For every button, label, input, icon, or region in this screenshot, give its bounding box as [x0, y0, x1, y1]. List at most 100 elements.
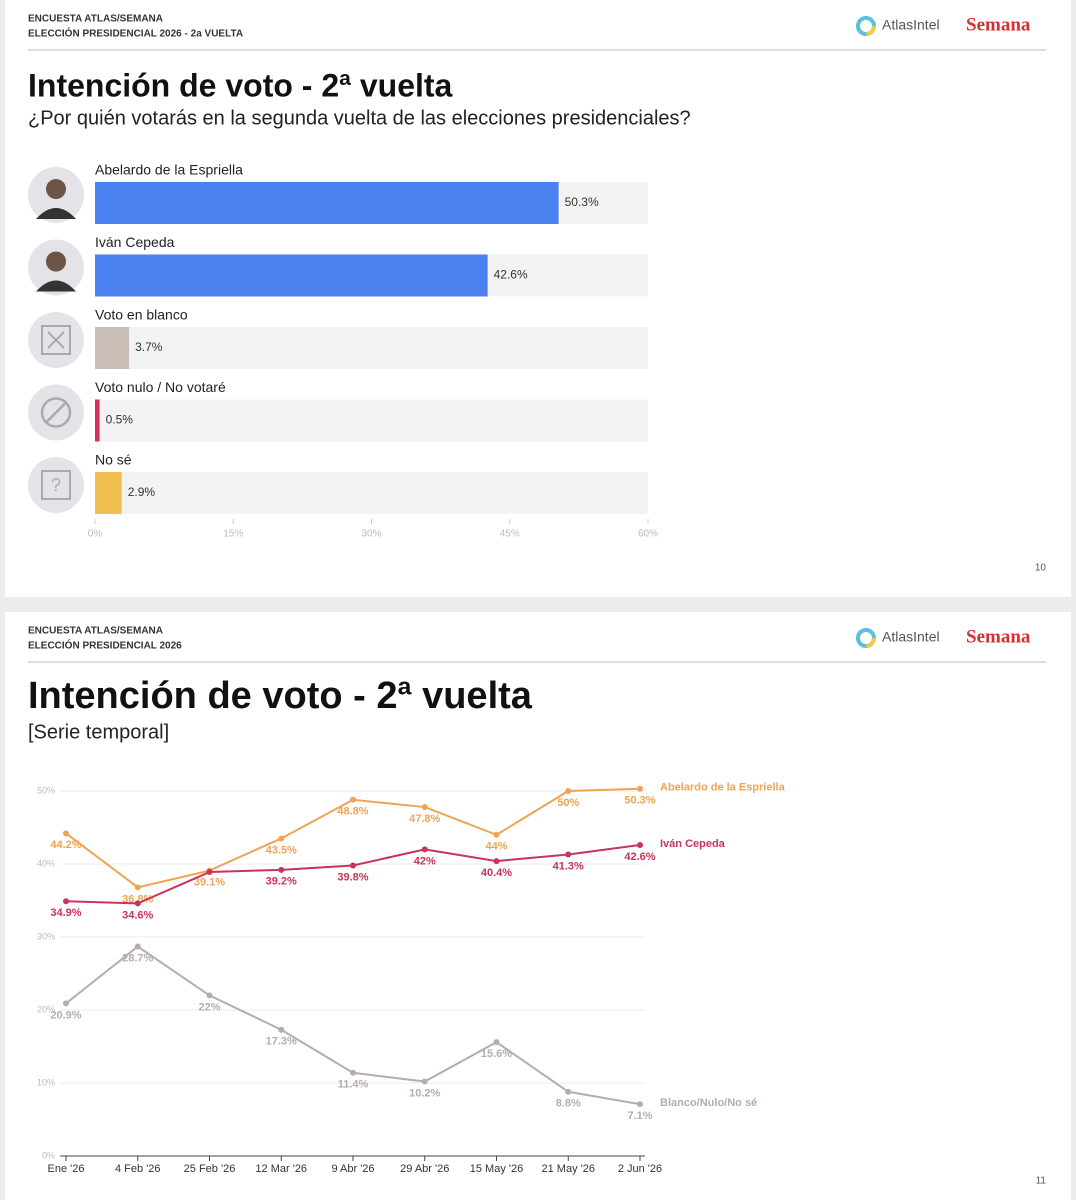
y-tick-label: 0%: [42, 1150, 55, 1160]
category-label: Voto nulo / No votaré: [95, 379, 226, 395]
bar: [95, 254, 488, 297]
point: [206, 869, 213, 876]
chart-subtitle: ¿Por quién votarás en la segunda vuelta …: [28, 107, 691, 129]
point: [350, 796, 356, 803]
avatar-body: [36, 208, 76, 219]
icon: [45, 401, 67, 424]
y-tick-label: 20%: [37, 1004, 55, 1014]
x-tick-label: 15 May '26: [470, 1163, 523, 1175]
logo-icon: [856, 16, 876, 36]
point: [493, 831, 500, 838]
value-label: 39.1%: [194, 876, 225, 888]
value-label: 2.9%: [128, 485, 156, 499]
value-label: 28.7%: [122, 952, 153, 964]
point: [565, 851, 572, 858]
point: [350, 862, 356, 869]
value-label: 41.3%: [553, 860, 584, 872]
value-label: 17.3%: [266, 1036, 297, 1048]
icon: [40, 397, 72, 428]
slide: [5, 612, 1071, 1200]
point: [63, 830, 69, 837]
chart-subtitle: [Serie temporal]: [28, 721, 169, 743]
point: [637, 842, 643, 849]
value-label: 43.5%: [266, 844, 297, 856]
value-label: 34.9%: [50, 907, 81, 919]
value-label: 20.9%: [50, 1009, 81, 1021]
point: [421, 804, 428, 811]
value-label: 3.7%: [135, 340, 163, 354]
x-tick-label: 30%: [361, 529, 381, 540]
value-label: 10.2%: [409, 1087, 440, 1099]
bar-track: [95, 327, 648, 369]
category-label: Iván Cepeda: [95, 234, 175, 250]
value-label: 48.8%: [337, 806, 368, 818]
x-tick-label: 2 Jun '26: [618, 1163, 662, 1175]
value-label: 42.6%: [494, 268, 528, 282]
value-label: 47.8%: [409, 813, 440, 825]
bar-track: [95, 472, 648, 514]
value-label: 7.1%: [627, 1110, 652, 1122]
x-tick-label: 9 Abr '26: [331, 1163, 374, 1175]
logo-icon: [856, 628, 876, 648]
point: [278, 866, 285, 873]
logo-text: AtlasIntel: [882, 629, 940, 645]
value-label: 44%: [485, 841, 507, 853]
value-label: 11.4%: [338, 1079, 369, 1091]
point: [565, 788, 572, 794]
avatar-head: [46, 251, 66, 272]
point: [493, 1039, 500, 1046]
value-label: 34.6%: [122, 909, 153, 921]
y-tick-label: 30%: [37, 931, 55, 941]
point: [421, 846, 428, 853]
x-tick-label: 29 Abr '26: [400, 1163, 449, 1175]
value-label: 40.4%: [481, 867, 512, 879]
x-tick-label: 0%: [88, 529, 103, 540]
icon: [41, 325, 71, 355]
point: [493, 858, 500, 865]
series-label: Abelardo de la Espriella: [660, 782, 786, 794]
point: [63, 898, 69, 905]
category-label: No sé: [95, 452, 132, 468]
icon: [47, 331, 65, 349]
logo-text: Semana: [966, 14, 1031, 35]
point: [134, 884, 141, 891]
point: [206, 992, 213, 999]
point: [350, 1069, 356, 1076]
logo-text: Semana: [966, 626, 1031, 647]
page-number: 10: [1035, 563, 1047, 574]
icon: ?: [51, 475, 61, 495]
value-label: 50.3%: [624, 795, 655, 807]
series-label: Iván Cepeda: [660, 838, 726, 850]
point: [63, 1000, 69, 1007]
x-tick-label: 45%: [500, 529, 520, 540]
value-label: 39.2%: [266, 876, 297, 888]
value-label: 22%: [198, 1001, 220, 1013]
value-label: 39.8%: [337, 871, 368, 883]
icon: [41, 470, 71, 500]
y-tick-label: 40%: [37, 858, 55, 868]
value-label: 42%: [414, 855, 436, 867]
category-label: Voto en blanco: [95, 307, 188, 323]
point: [565, 1088, 572, 1095]
x-tick-label: 4 Feb '26: [115, 1163, 161, 1175]
header-line: ENCUESTA ATLAS/SEMANA: [28, 14, 163, 25]
point: [637, 1101, 643, 1108]
bar-track: [95, 399, 648, 442]
value-label: 15.6%: [481, 1048, 512, 1060]
bar: [95, 182, 559, 224]
x-tick-label: 21 May '26: [542, 1163, 595, 1175]
value-label: 50.3%: [565, 195, 599, 209]
bar: [95, 472, 122, 514]
header-line: ELECCIÓN PRESIDENCIAL 2026: [28, 639, 182, 652]
x-tick-label: 12 Mar '26: [255, 1163, 307, 1175]
category-label: Abelardo de la Espriella: [95, 162, 243, 178]
bar: [95, 399, 100, 442]
point: [637, 785, 643, 792]
header-line: ENCUESTA ATLAS/SEMANA: [28, 626, 163, 637]
point: [134, 943, 141, 950]
point: [278, 835, 285, 842]
y-tick-label: 10%: [37, 1077, 55, 1087]
header-line: ELECCIÓN PRESIDENCIAL 2026 - 2a VUELTA: [28, 27, 243, 40]
page-number: 11: [1036, 1176, 1047, 1187]
